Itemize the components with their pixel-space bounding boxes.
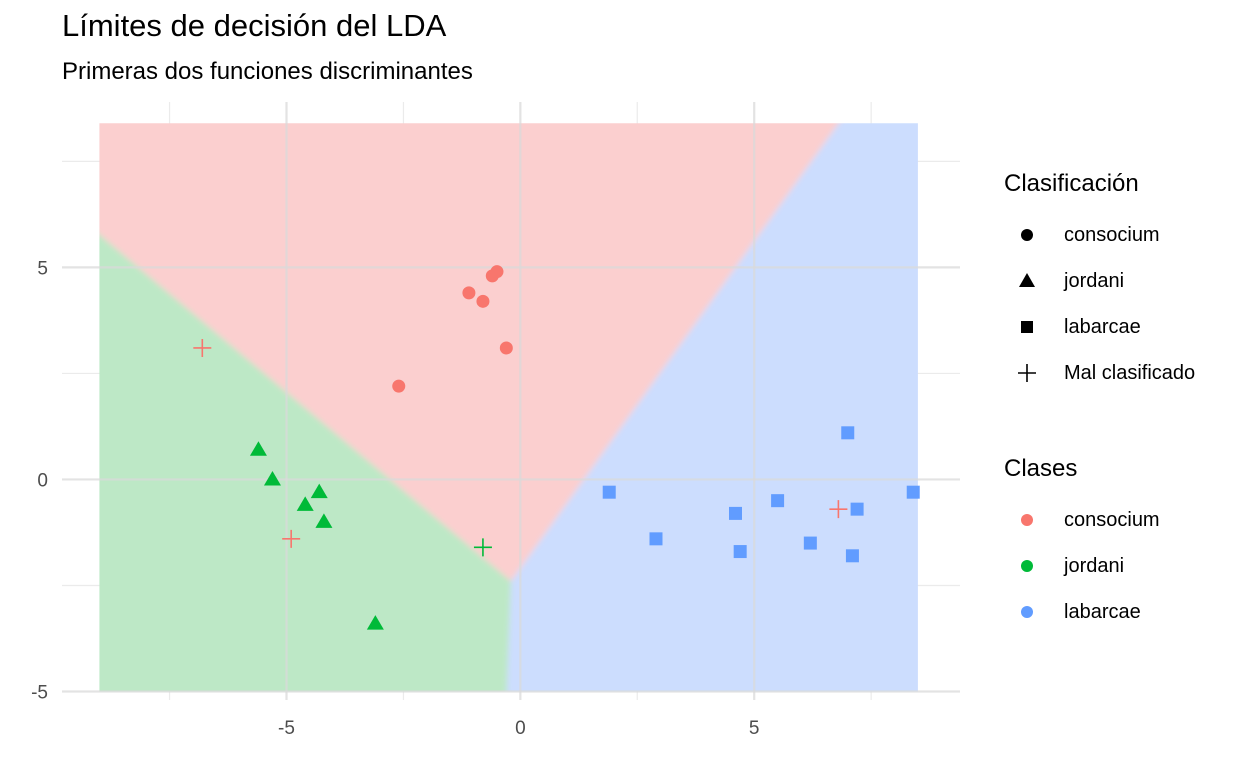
labarcae-point	[841, 426, 855, 440]
legend-shape: Clasificación consocium jordani labarcae…	[1004, 170, 1195, 396]
legend-color-item: labarcae	[1004, 589, 1160, 635]
circle-icon	[1004, 212, 1050, 258]
x-tick-label: 0	[515, 718, 526, 739]
labarcae-point	[845, 549, 859, 563]
legend-shape-item: labarcae	[1004, 304, 1195, 350]
consocium-point	[490, 265, 504, 279]
axis-tick-labels: -5 0 5 -5 0 5	[31, 258, 759, 739]
labarcae-point	[733, 545, 747, 559]
color-dot-icon	[1004, 497, 1050, 543]
grid-major-lines	[62, 102, 960, 700]
consocium-point	[462, 286, 476, 300]
misclassified-point	[829, 500, 848, 519]
y-tick-label: -5	[31, 683, 48, 704]
legend-color-item: consocium	[1004, 497, 1160, 543]
square-icon	[1004, 304, 1050, 350]
labarcae-point	[602, 485, 616, 499]
legend-shape-label: Mal clasificado	[1064, 361, 1196, 384]
legend-color-label: labarcae	[1064, 600, 1141, 623]
jordani-point	[310, 483, 328, 499]
jordani-point	[315, 513, 333, 528]
y-tick-label: 0	[37, 470, 48, 491]
labarcae-point	[803, 536, 817, 550]
region-consocium	[99, 123, 839, 582]
labarcae-point	[649, 532, 663, 546]
legend-shape-item: consocium	[1004, 212, 1195, 258]
legend-color-label: consocium	[1064, 508, 1160, 531]
x-tick-label: -5	[278, 718, 295, 739]
chart-title: Límites de decisión del LDA	[62, 8, 447, 43]
labarcae-point	[729, 506, 742, 520]
misclassified-point	[282, 529, 301, 548]
consocium-point	[392, 379, 406, 393]
legend-shape-label: consocium	[1064, 223, 1160, 246]
misclassified-point	[473, 538, 492, 557]
jordani-point	[263, 470, 281, 486]
legend-shape-label: jordani	[1064, 269, 1125, 292]
legend-color-item: jordani	[1004, 543, 1160, 589]
consocium-point	[476, 294, 490, 308]
plus-icon	[1004, 350, 1050, 396]
jordani-point	[296, 496, 314, 511]
chart-subtitle: Primeras dos funciones discriminantes	[62, 58, 473, 85]
consocium-point	[499, 341, 513, 355]
data-points	[193, 265, 920, 630]
x-tick-label: 5	[749, 718, 760, 739]
legend-shape-item: Mal clasificado	[1004, 350, 1195, 396]
labarcae-point	[850, 502, 864, 516]
misclassified-point	[193, 338, 212, 357]
color-dot-icon	[1004, 589, 1050, 635]
color-dot-icon	[1004, 543, 1050, 589]
labarcae-point	[771, 494, 785, 508]
decision-regions	[99, 123, 918, 692]
legend-color: Clases consocium jordani labarcae	[1004, 455, 1160, 635]
triangle-icon	[1004, 258, 1050, 304]
y-tick-label: 5	[37, 258, 48, 279]
legend-color-label: jordani	[1064, 554, 1125, 577]
legend-color-title: Clases	[1004, 455, 1078, 482]
legend-shape-label: labarcae	[1064, 315, 1141, 338]
jordani-point	[366, 615, 384, 630]
labarcae-point	[906, 485, 920, 499]
legend-shape-item: jordani	[1004, 258, 1195, 304]
jordani-point	[249, 441, 267, 456]
legend-shape-title: Clasificación	[1004, 170, 1139, 197]
